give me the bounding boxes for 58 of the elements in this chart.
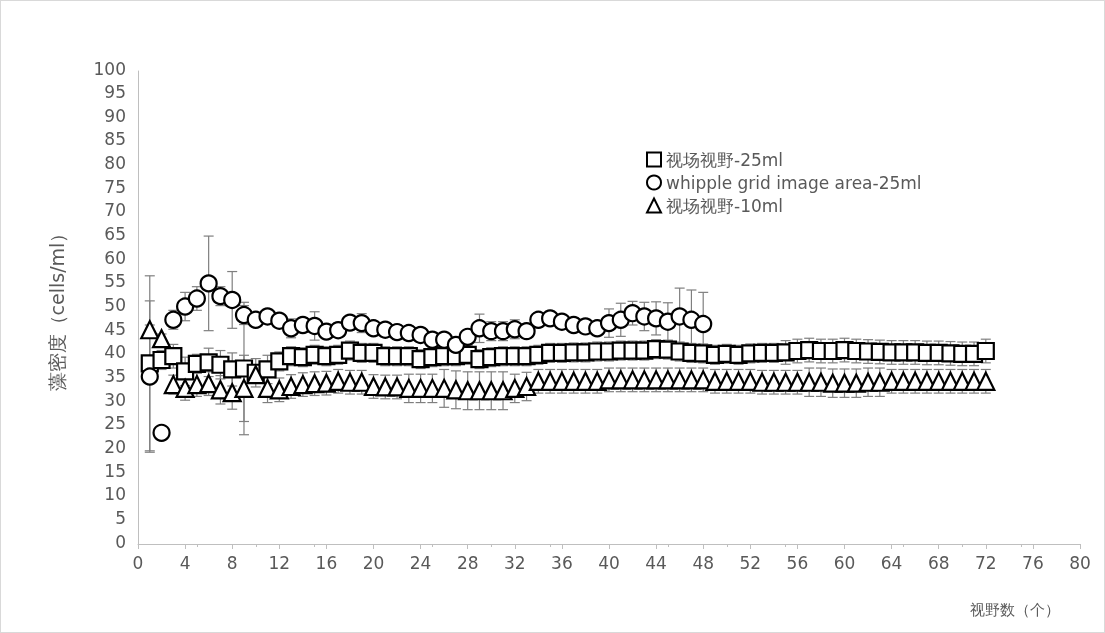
y-tick-label: 65 (104, 224, 126, 245)
x-tick-label: 24 (409, 552, 432, 573)
point (329, 321, 348, 340)
legend-label: whipple grid image area-25ml (666, 172, 922, 193)
y-tick-label: 95 (104, 82, 126, 103)
point (199, 274, 218, 293)
y-tick-label: 35 (104, 365, 126, 386)
y-tick-label: 40 (104, 342, 126, 363)
y-tick-label: 0 (115, 531, 126, 552)
y-axis-title: 藻密度（cells/ml） (45, 223, 68, 392)
x-tick-label: 4 (179, 552, 191, 573)
x-tick-label: 76 (1022, 552, 1044, 573)
x-tick-label: 16 (315, 552, 338, 573)
x-tick-label: 28 (456, 552, 479, 573)
x-tick-label: 0 (132, 552, 144, 573)
point (187, 289, 206, 308)
x-tick-label: 44 (645, 552, 667, 573)
y-tick-label: 50 (104, 295, 126, 315)
x-tick-label: 64 (880, 552, 903, 573)
x-axis-title: 视野数（个） (970, 600, 1060, 619)
legend-label: 视场视野-25ml (666, 149, 784, 170)
point (176, 297, 195, 316)
point (694, 314, 713, 334)
y-tick-label: 85 (104, 129, 126, 150)
legend-label: 视场视野-10ml (666, 195, 784, 216)
x-tick-label: 36 (551, 552, 573, 573)
point (164, 310, 183, 329)
x-tick-label: 68 (927, 552, 950, 573)
x-tick-label: 20 (362, 552, 385, 573)
y-tick-label: 80 (104, 153, 126, 174)
x-tick-label: 72 (974, 552, 997, 573)
y-tick-label: 55 (104, 271, 126, 292)
x-tick-label: 32 (503, 552, 526, 573)
x-tick-label: 48 (692, 552, 715, 573)
x-tick-label: 80 (1069, 552, 1091, 573)
x-tick-label: 40 (598, 552, 620, 573)
y-tick-label: 45 (104, 318, 126, 339)
x-tick-label: 52 (739, 552, 762, 573)
y-tick-label: 100 (93, 58, 126, 79)
x-tick-label: 56 (786, 552, 809, 573)
y-tick-label: 25 (104, 413, 126, 434)
y-tick-label: 70 (104, 200, 126, 221)
y-tick-label: 30 (104, 389, 126, 410)
x-tick-label: 8 (226, 552, 238, 573)
y-tick-label: 5 (115, 507, 126, 528)
point (458, 327, 477, 346)
y-tick-label: 60 (104, 247, 126, 268)
y-tick-label: 90 (104, 105, 126, 126)
y-tick-label: 20 (104, 436, 126, 457)
y-tick-label: 75 (104, 176, 126, 197)
y-tick-label: 15 (104, 460, 126, 481)
x-tick-label: 60 (833, 552, 856, 573)
point (223, 290, 242, 310)
point (270, 311, 289, 330)
x-tick-label: 12 (268, 552, 291, 573)
point (446, 335, 466, 354)
y-tick-label: 10 (104, 484, 126, 505)
point (152, 423, 171, 442)
